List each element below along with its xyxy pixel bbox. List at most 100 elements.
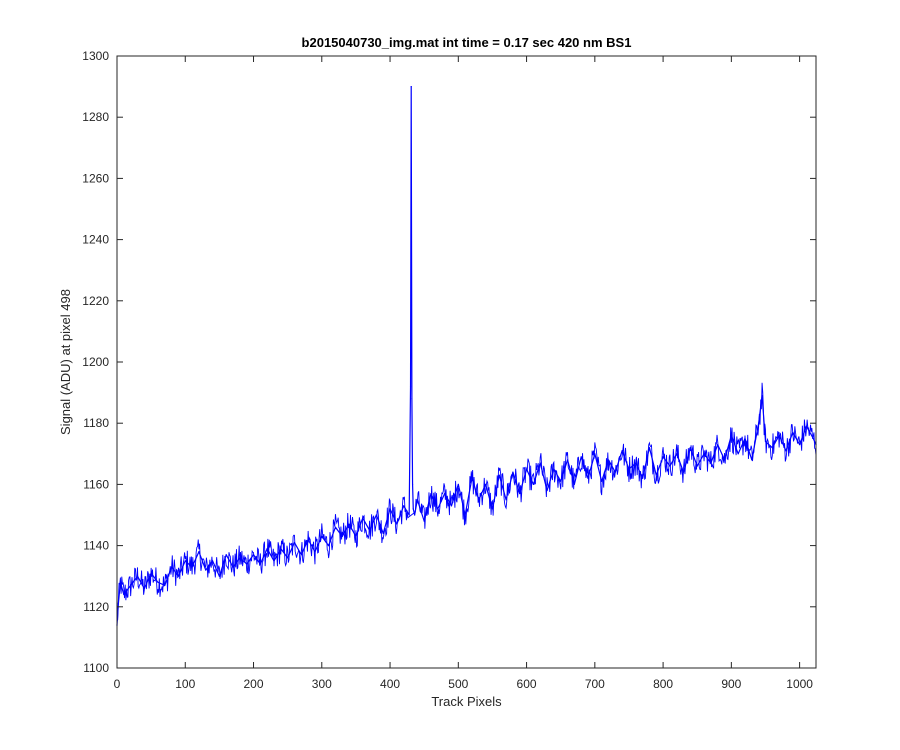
data-point xyxy=(423,520,425,522)
y-axis-label: Signal (ADU) at pixel 498 xyxy=(58,289,73,435)
data-point xyxy=(764,440,767,443)
data-point xyxy=(177,575,180,577)
data-point xyxy=(546,489,548,492)
data-point xyxy=(751,459,753,461)
data-point xyxy=(411,398,413,400)
data-point xyxy=(682,471,685,473)
x-tick-label: 100 xyxy=(175,677,195,691)
data-point xyxy=(437,508,439,510)
data-point xyxy=(225,554,227,556)
data-point xyxy=(411,483,414,485)
data-point xyxy=(628,468,630,470)
data-point xyxy=(792,431,794,433)
data-point xyxy=(348,523,350,525)
data-point xyxy=(621,450,623,452)
data-point xyxy=(355,535,357,538)
data-point xyxy=(717,444,719,446)
x-tick-label: 600 xyxy=(517,677,537,691)
y-tick-label: 1120 xyxy=(83,600,109,614)
data-point xyxy=(594,453,596,455)
data-point xyxy=(566,459,569,461)
y-tick-label: 1160 xyxy=(83,477,109,491)
data-point xyxy=(416,499,418,501)
x-tick-label: 1000 xyxy=(786,677,813,691)
data-point xyxy=(730,434,732,437)
data-point xyxy=(307,538,309,541)
y-tick-label: 1100 xyxy=(83,661,109,675)
data-point xyxy=(410,86,412,88)
y-tick-label: 1280 xyxy=(82,110,109,124)
data-point xyxy=(450,505,453,507)
data-point xyxy=(252,554,255,556)
x-tick-label: 700 xyxy=(585,677,605,691)
y-tick-label: 1200 xyxy=(82,355,109,369)
series-points xyxy=(116,86,817,626)
data-point xyxy=(485,483,487,485)
data-point xyxy=(362,517,364,519)
data-point xyxy=(785,450,787,452)
data-point xyxy=(211,560,214,562)
data-point xyxy=(539,462,541,464)
data-point xyxy=(642,477,644,479)
data-point xyxy=(136,575,139,577)
data-point xyxy=(491,508,494,510)
data-point xyxy=(457,483,459,485)
data-point xyxy=(414,514,416,516)
data-point xyxy=(464,514,466,516)
data-point xyxy=(614,471,616,473)
data-point xyxy=(601,480,603,482)
x-tick-label: 900 xyxy=(721,677,741,691)
data-point xyxy=(553,468,555,470)
data-point xyxy=(580,456,582,458)
data-point xyxy=(375,514,377,516)
data-point xyxy=(710,462,712,464)
data-point xyxy=(799,444,801,446)
data-point xyxy=(293,541,296,544)
x-tick-label: 0 xyxy=(114,677,121,691)
data-point xyxy=(655,474,657,476)
data-point xyxy=(328,545,330,547)
data-point xyxy=(512,471,514,473)
data-point xyxy=(246,563,248,565)
data-point xyxy=(232,566,234,568)
x-axis-label: Track Pixels xyxy=(431,694,502,709)
data-point xyxy=(498,474,500,476)
data-point xyxy=(117,603,119,605)
data-point xyxy=(805,425,808,427)
data-point xyxy=(525,468,528,470)
chart-title: b2015040730_img.mat int time = 0.17 sec … xyxy=(302,35,632,50)
data-point xyxy=(676,453,678,455)
data-point xyxy=(430,492,432,495)
data-point xyxy=(239,557,241,559)
data-point xyxy=(409,385,412,388)
y-axis: 1100 1120 1140 1160 1180 1200 1220 1240 1260 1280… xyxy=(82,49,816,675)
data-point xyxy=(761,395,763,397)
data-point xyxy=(157,581,159,583)
y-tick-label: 1260 xyxy=(82,171,109,185)
x-tick-label: 200 xyxy=(244,677,264,691)
data-point xyxy=(164,584,166,586)
data-point xyxy=(287,557,289,559)
data-point xyxy=(403,505,405,507)
data-point xyxy=(205,569,207,571)
data-point xyxy=(635,462,637,464)
data-point xyxy=(280,548,282,550)
data-point xyxy=(519,492,521,495)
data-point xyxy=(334,526,337,528)
data-point xyxy=(300,554,302,556)
data-point xyxy=(648,447,651,449)
data-point xyxy=(744,437,746,440)
data-point xyxy=(703,453,705,455)
data-point xyxy=(560,480,562,482)
y-tick-label: 1140 xyxy=(83,539,109,553)
data-point xyxy=(812,437,814,440)
data-point xyxy=(737,453,739,455)
data-point xyxy=(471,477,473,479)
data-point xyxy=(314,551,316,553)
data-point xyxy=(191,566,193,568)
data-point xyxy=(171,566,173,568)
data-point xyxy=(607,459,610,461)
data-point xyxy=(669,465,671,467)
data-point xyxy=(119,581,122,583)
